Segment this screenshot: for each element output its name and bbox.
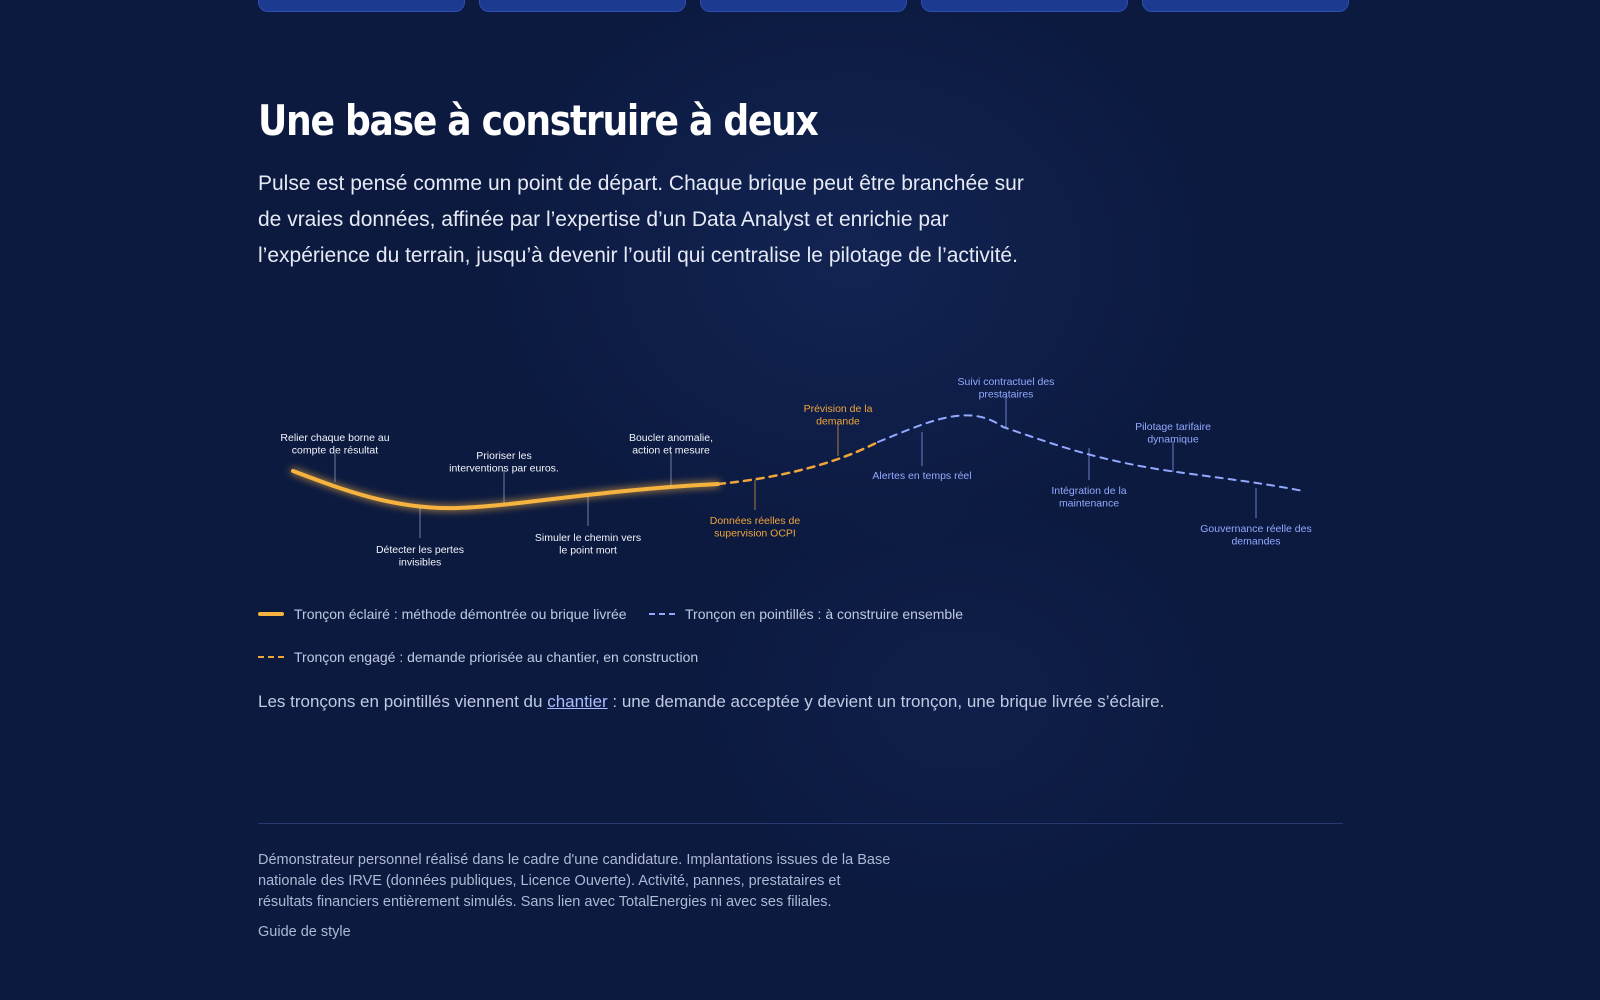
milestone-label-line: Prévision de la: [804, 403, 873, 415]
milestone-label: Prévision de la demande: [804, 403, 873, 428]
top-card[interactable]: [1142, 0, 1349, 12]
milestone-label-line: Pilotage tarifaire: [1135, 421, 1211, 433]
section-intro: Pulse est pensé comme un point de départ…: [258, 172, 1024, 267]
legend-item-todo: Tronçon en pointillés : à construire ens…: [649, 606, 963, 622]
milestone-label: Boucler anomalie, action et mesure: [629, 432, 713, 457]
roadmap-segment-done: [291, 469, 720, 511]
roadmap-segment-engaged: [716, 440, 880, 486]
milestone-label: Pilotage tarifaire dynamique: [1135, 421, 1211, 446]
footer-divider: [258, 823, 1343, 824]
milestone-label-line: Détecter les pertes: [376, 544, 464, 556]
legend-item-done: Tronçon éclairé : méthode démontrée ou b…: [258, 606, 627, 622]
milestone-label-line: Boucler anomalie,: [629, 432, 713, 444]
legend-label-todo: Tronçon en pointillés : à construire ens…: [685, 606, 964, 622]
milestone-label: Données réelles de supervision OCPI: [710, 515, 801, 540]
milestone-label-line: invisibles: [399, 557, 442, 569]
top-card[interactable]: [258, 0, 465, 12]
milestone-label: Alertes en temps réel: [872, 470, 971, 482]
milestone-label-line: Suivi contractuel des: [958, 376, 1055, 388]
milestone-label-line: le point mort: [559, 545, 617, 557]
style-guide-link[interactable]: Guide de style: [258, 924, 351, 940]
milestone-label-line: Alertes en temps réel: [872, 470, 971, 482]
note-text-before: Les tronçons en pointillés viennent du: [258, 692, 548, 711]
legend-label-done: Tronçon éclairé : méthode démontrée ou b…: [294, 606, 627, 622]
milestone-label: Intégration de la maintenance: [1051, 485, 1126, 510]
footer-disclaimer: Démonstrateur personnel réalisé dans le …: [258, 852, 891, 910]
chantier-link[interactable]: chantier: [547, 692, 608, 711]
top-card-row: [258, 0, 1349, 12]
milestone-label: Détecter les pertes invisibles: [376, 544, 464, 569]
top-card[interactable]: [479, 0, 686, 12]
milestone-label-line: dynamique: [1147, 434, 1199, 446]
milestone-label: Relier chaque borne au compte de résultat: [280, 432, 389, 457]
milestone-label-line: Simuler le chemin vers: [535, 532, 641, 544]
milestone-label-line: supervision OCPI: [714, 528, 796, 540]
milestone-label-line: compte de résultat: [292, 445, 378, 457]
milestone-label-line: prestataires: [979, 389, 1034, 401]
milestone-label-line: Prioriser les: [476, 450, 531, 462]
top-card[interactable]: [700, 0, 907, 12]
roadmap-note: Les tronçons en pointillés viennent du c…: [258, 692, 1164, 712]
dashed-orange-swatch-icon: [258, 656, 284, 658]
milestone-label: Suivi contractuel des prestataires: [958, 376, 1055, 401]
milestone-label: Prioriser les interventions par euros.: [449, 450, 559, 475]
milestone-label-line: Données réelles de: [710, 515, 801, 527]
dashed-line-swatch-icon: [649, 613, 675, 615]
roadmap-segment-todo: [877, 414, 1304, 492]
milestone-label-line: demandes: [1231, 536, 1280, 548]
milestone-label-line: Intégration de la: [1051, 485, 1126, 497]
milestone-label-line: Relier chaque borne au: [280, 432, 389, 444]
milestone-label-line: maintenance: [1059, 498, 1119, 510]
top-card[interactable]: [921, 0, 1128, 12]
legend-item-engaged: Tronçon engagé : demande priorisée au ch…: [258, 649, 698, 665]
legend-label-engaged: Tronçon engagé : demande priorisée au ch…: [294, 649, 699, 665]
solid-line-swatch-icon: [258, 612, 284, 616]
milestone-label-line: action et mesure: [632, 445, 710, 457]
milestone-label-line: demande: [816, 416, 860, 428]
section-title: Une base à construire à deux: [258, 96, 819, 145]
roadmap-chart: Relier chaque borne au compte de résultat…: [280, 376, 1312, 569]
milestone-label: Simuler le chemin vers le point mort: [535, 532, 641, 557]
milestone-label: Gouvernance réelle des demandes: [1200, 523, 1312, 548]
milestone-label-line: interventions par euros.: [449, 463, 559, 475]
note-text-after: : une demande acceptée y devient un tron…: [607, 692, 1165, 711]
milestone-label-line: Gouvernance réelle des: [1200, 523, 1312, 535]
